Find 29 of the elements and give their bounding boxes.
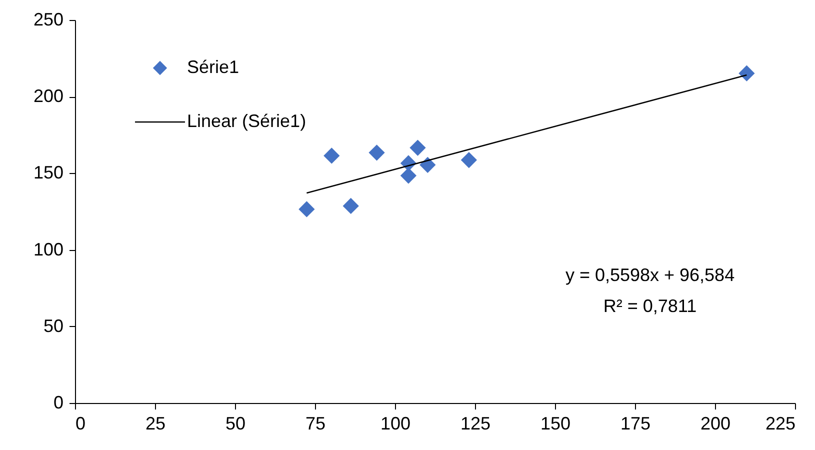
x-tick-label: 75 xyxy=(305,414,326,434)
x-tick-label: 100 xyxy=(380,414,411,434)
y-tick-label: 0 xyxy=(53,392,64,412)
x-tick-label: 25 xyxy=(145,414,166,434)
point xyxy=(298,201,315,218)
point xyxy=(368,144,385,161)
x-tick-label: 0 xyxy=(76,414,86,434)
point xyxy=(400,168,416,184)
x-tick-label: 225 xyxy=(765,414,796,434)
point xyxy=(324,148,340,164)
x-tick-label: 150 xyxy=(540,414,571,434)
point xyxy=(420,156,436,173)
point xyxy=(342,198,359,214)
annotation: R² = 0,7811 xyxy=(603,296,697,316)
legend-label: Linear (Série1) xyxy=(187,111,306,131)
y-tick-label: 100 xyxy=(33,239,64,260)
x-tick-label: 125 xyxy=(460,414,491,434)
point xyxy=(738,65,755,82)
x-tick-label: 200 xyxy=(700,414,731,434)
point xyxy=(410,140,426,156)
y-tick-label: 200 xyxy=(33,86,64,106)
y-tick-label: 250 xyxy=(33,10,64,30)
point xyxy=(460,152,477,168)
x-tick-label: 50 xyxy=(225,414,246,434)
annotation: y = 0,5598x + 96,584 xyxy=(565,265,735,285)
y-tick-label: 50 xyxy=(43,316,64,336)
y-tick-label: 150 xyxy=(33,162,64,183)
x-tick-label: 175 xyxy=(620,414,651,434)
legend-label: Série1 xyxy=(187,57,240,77)
